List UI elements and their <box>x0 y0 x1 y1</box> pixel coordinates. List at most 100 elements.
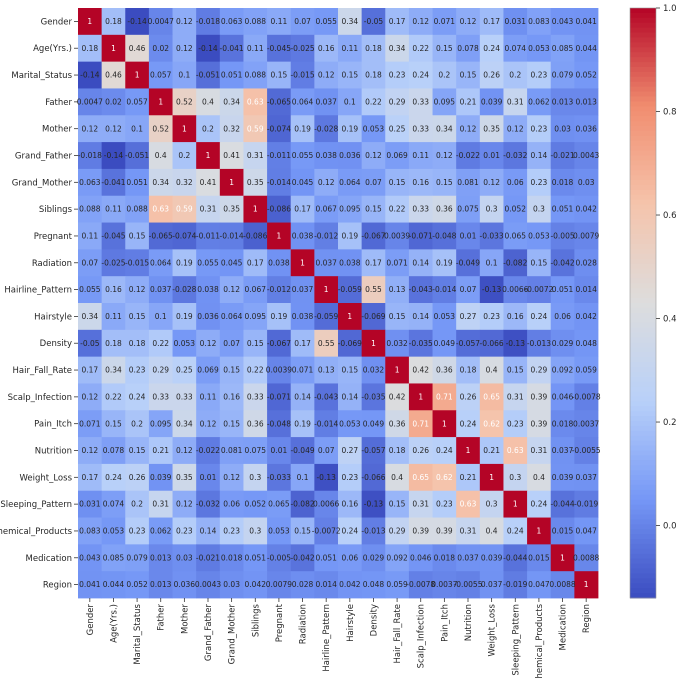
cell-value-label: 0.064 <box>150 258 172 267</box>
heatmap-cell <box>172 115 197 143</box>
cell-value-label: 0.039 <box>481 97 503 106</box>
cell-value-label: -0.0072 <box>312 527 341 536</box>
heatmap-cell <box>432 249 457 277</box>
heatmap-cell <box>574 437 599 465</box>
heatmap-cell <box>432 356 457 384</box>
heatmap-cell <box>148 142 173 170</box>
cell-value-label: 1 <box>253 205 258 214</box>
heatmap-cell <box>172 34 197 63</box>
cell-value-label: 0.23 <box>531 124 548 133</box>
heatmap-cell <box>527 168 552 197</box>
colorbar-segment <box>630 465 656 471</box>
heatmap-cell <box>338 303 363 331</box>
cell-value-label: 0.02 <box>152 44 169 53</box>
heatmap-cell <box>503 329 528 358</box>
cell-value-label: -0.048 <box>267 419 291 428</box>
cell-value-label: 0.051 <box>315 553 337 562</box>
heatmap-cell <box>479 437 504 465</box>
heatmap-cell <box>125 356 150 384</box>
cell-value-label: 0.03 <box>176 553 193 562</box>
colorbar-segment <box>630 396 656 402</box>
heatmap-cell <box>267 61 292 89</box>
heatmap-cell <box>456 115 481 143</box>
colorbar-segment <box>630 573 656 579</box>
cell-value-label: -0.044 <box>503 553 527 562</box>
cell-value-label: -0.051 <box>125 151 149 160</box>
heatmap-cell <box>78 249 103 277</box>
y-tick-label: Hairline_Pattern <box>4 286 72 296</box>
cell-value-label: 0.31 <box>507 392 524 401</box>
colorbar-segment <box>630 514 656 520</box>
colorbar-segment <box>630 548 656 555</box>
heatmap-cell <box>361 490 386 518</box>
heatmap-cell <box>172 222 197 250</box>
cell-value-label: 0.079 <box>552 71 574 80</box>
heatmap-cell <box>385 544 410 572</box>
cell-value-label: 0.42 <box>412 366 429 375</box>
colorbar-segment <box>630 121 656 127</box>
cell-value-label: 0.055 <box>315 17 337 26</box>
heatmap-cell <box>385 195 410 223</box>
cell-value-label: 0.3 <box>486 500 498 509</box>
cell-value-label: 0.33 <box>176 392 193 401</box>
cell-value-label: 0.24 <box>531 312 548 321</box>
colorbar-segment <box>630 440 656 447</box>
heatmap-cell <box>527 142 552 170</box>
cell-value-label: 1 <box>206 151 211 160</box>
cell-value-label: 0.051 <box>245 553 267 562</box>
heatmap-cell <box>338 88 363 116</box>
cell-value-label: 0.0066 <box>313 500 339 509</box>
heatmap-cell <box>456 571 481 599</box>
colorbar-segment <box>630 534 656 540</box>
heatmap-cell <box>267 356 292 384</box>
heatmap-cell <box>408 8 433 36</box>
colorbar-segment <box>630 578 656 584</box>
cell-value-label: 0.42 <box>389 392 406 401</box>
cell-value-label: 0.3 <box>486 205 498 214</box>
colorbar-segment <box>630 27 656 34</box>
cell-value-label: 0.051 <box>221 71 243 80</box>
y-tick-label: Grand_Father <box>15 152 73 162</box>
heatmap-cell <box>527 249 552 277</box>
heatmap-cell <box>125 34 150 63</box>
cell-value-label: 0.041 <box>79 580 101 589</box>
heatmap-cell <box>148 8 173 36</box>
heatmap-cell <box>408 410 433 438</box>
colorbar-segment <box>630 175 656 181</box>
x-tick-label: Age(Yrs.) <box>109 604 119 643</box>
cell-value-label: 0.3 <box>249 527 261 536</box>
heatmap-cell <box>432 329 457 358</box>
cell-value-label: 0.038 <box>197 285 219 294</box>
cell-value-label: 0.63 <box>460 500 477 509</box>
heatmap-cell <box>78 517 103 545</box>
heatmap-cell <box>78 61 103 89</box>
cell-value-label: -0.082 <box>290 500 314 509</box>
cell-value-label: 0.095 <box>434 97 456 106</box>
heatmap-cell <box>290 276 315 304</box>
heatmap-cell <box>148 276 173 304</box>
heatmap-cell <box>314 195 339 223</box>
heatmap-cell <box>408 222 433 250</box>
heatmap-cell <box>479 276 504 304</box>
cell-value-label: 1 <box>560 553 565 562</box>
cell-value-label: 0.34 <box>436 124 453 133</box>
heatmap-cell <box>243 571 268 599</box>
cell-value-label: 0.0047 <box>148 17 174 26</box>
heatmap-cell <box>148 437 173 465</box>
colorbar-segment <box>630 170 656 176</box>
colorbar-segment <box>630 62 656 68</box>
colorbar-segment <box>630 229 656 235</box>
cell-value-label: -0.042 <box>550 258 574 267</box>
cell-value-label: -0.13 <box>364 500 384 509</box>
cell-value-label: 0.014 <box>315 580 337 589</box>
cell-value-label: 0.2 <box>131 419 143 428</box>
cell-value-label: 0.23 <box>531 71 548 80</box>
heatmap-cell <box>243 249 268 277</box>
cell-value-label: 0.15 <box>223 366 240 375</box>
heatmap-cell <box>196 34 221 63</box>
heatmap-cell <box>78 142 103 170</box>
cell-value-label: 0.71 <box>436 392 453 401</box>
heatmap-cell <box>432 168 457 197</box>
heatmap-cell <box>148 410 173 438</box>
colorbar-segment <box>630 425 656 432</box>
